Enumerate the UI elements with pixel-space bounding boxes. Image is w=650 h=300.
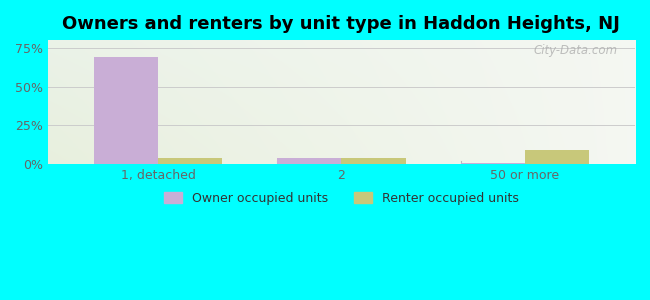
Bar [158, 158, 222, 164]
Title: Owners and renters by unit type in Haddon Heights, NJ: Owners and renters by unit type in Haddo… [62, 15, 620, 33]
Text: City-Data.com: City-Data.com [533, 44, 618, 57]
Bar [525, 150, 589, 164]
Bar [341, 158, 406, 164]
Bar [277, 158, 341, 164]
Bar [461, 163, 525, 164]
Legend: Owner occupied units, Renter occupied units: Owner occupied units, Renter occupied un… [159, 187, 524, 210]
Bar [94, 57, 158, 164]
